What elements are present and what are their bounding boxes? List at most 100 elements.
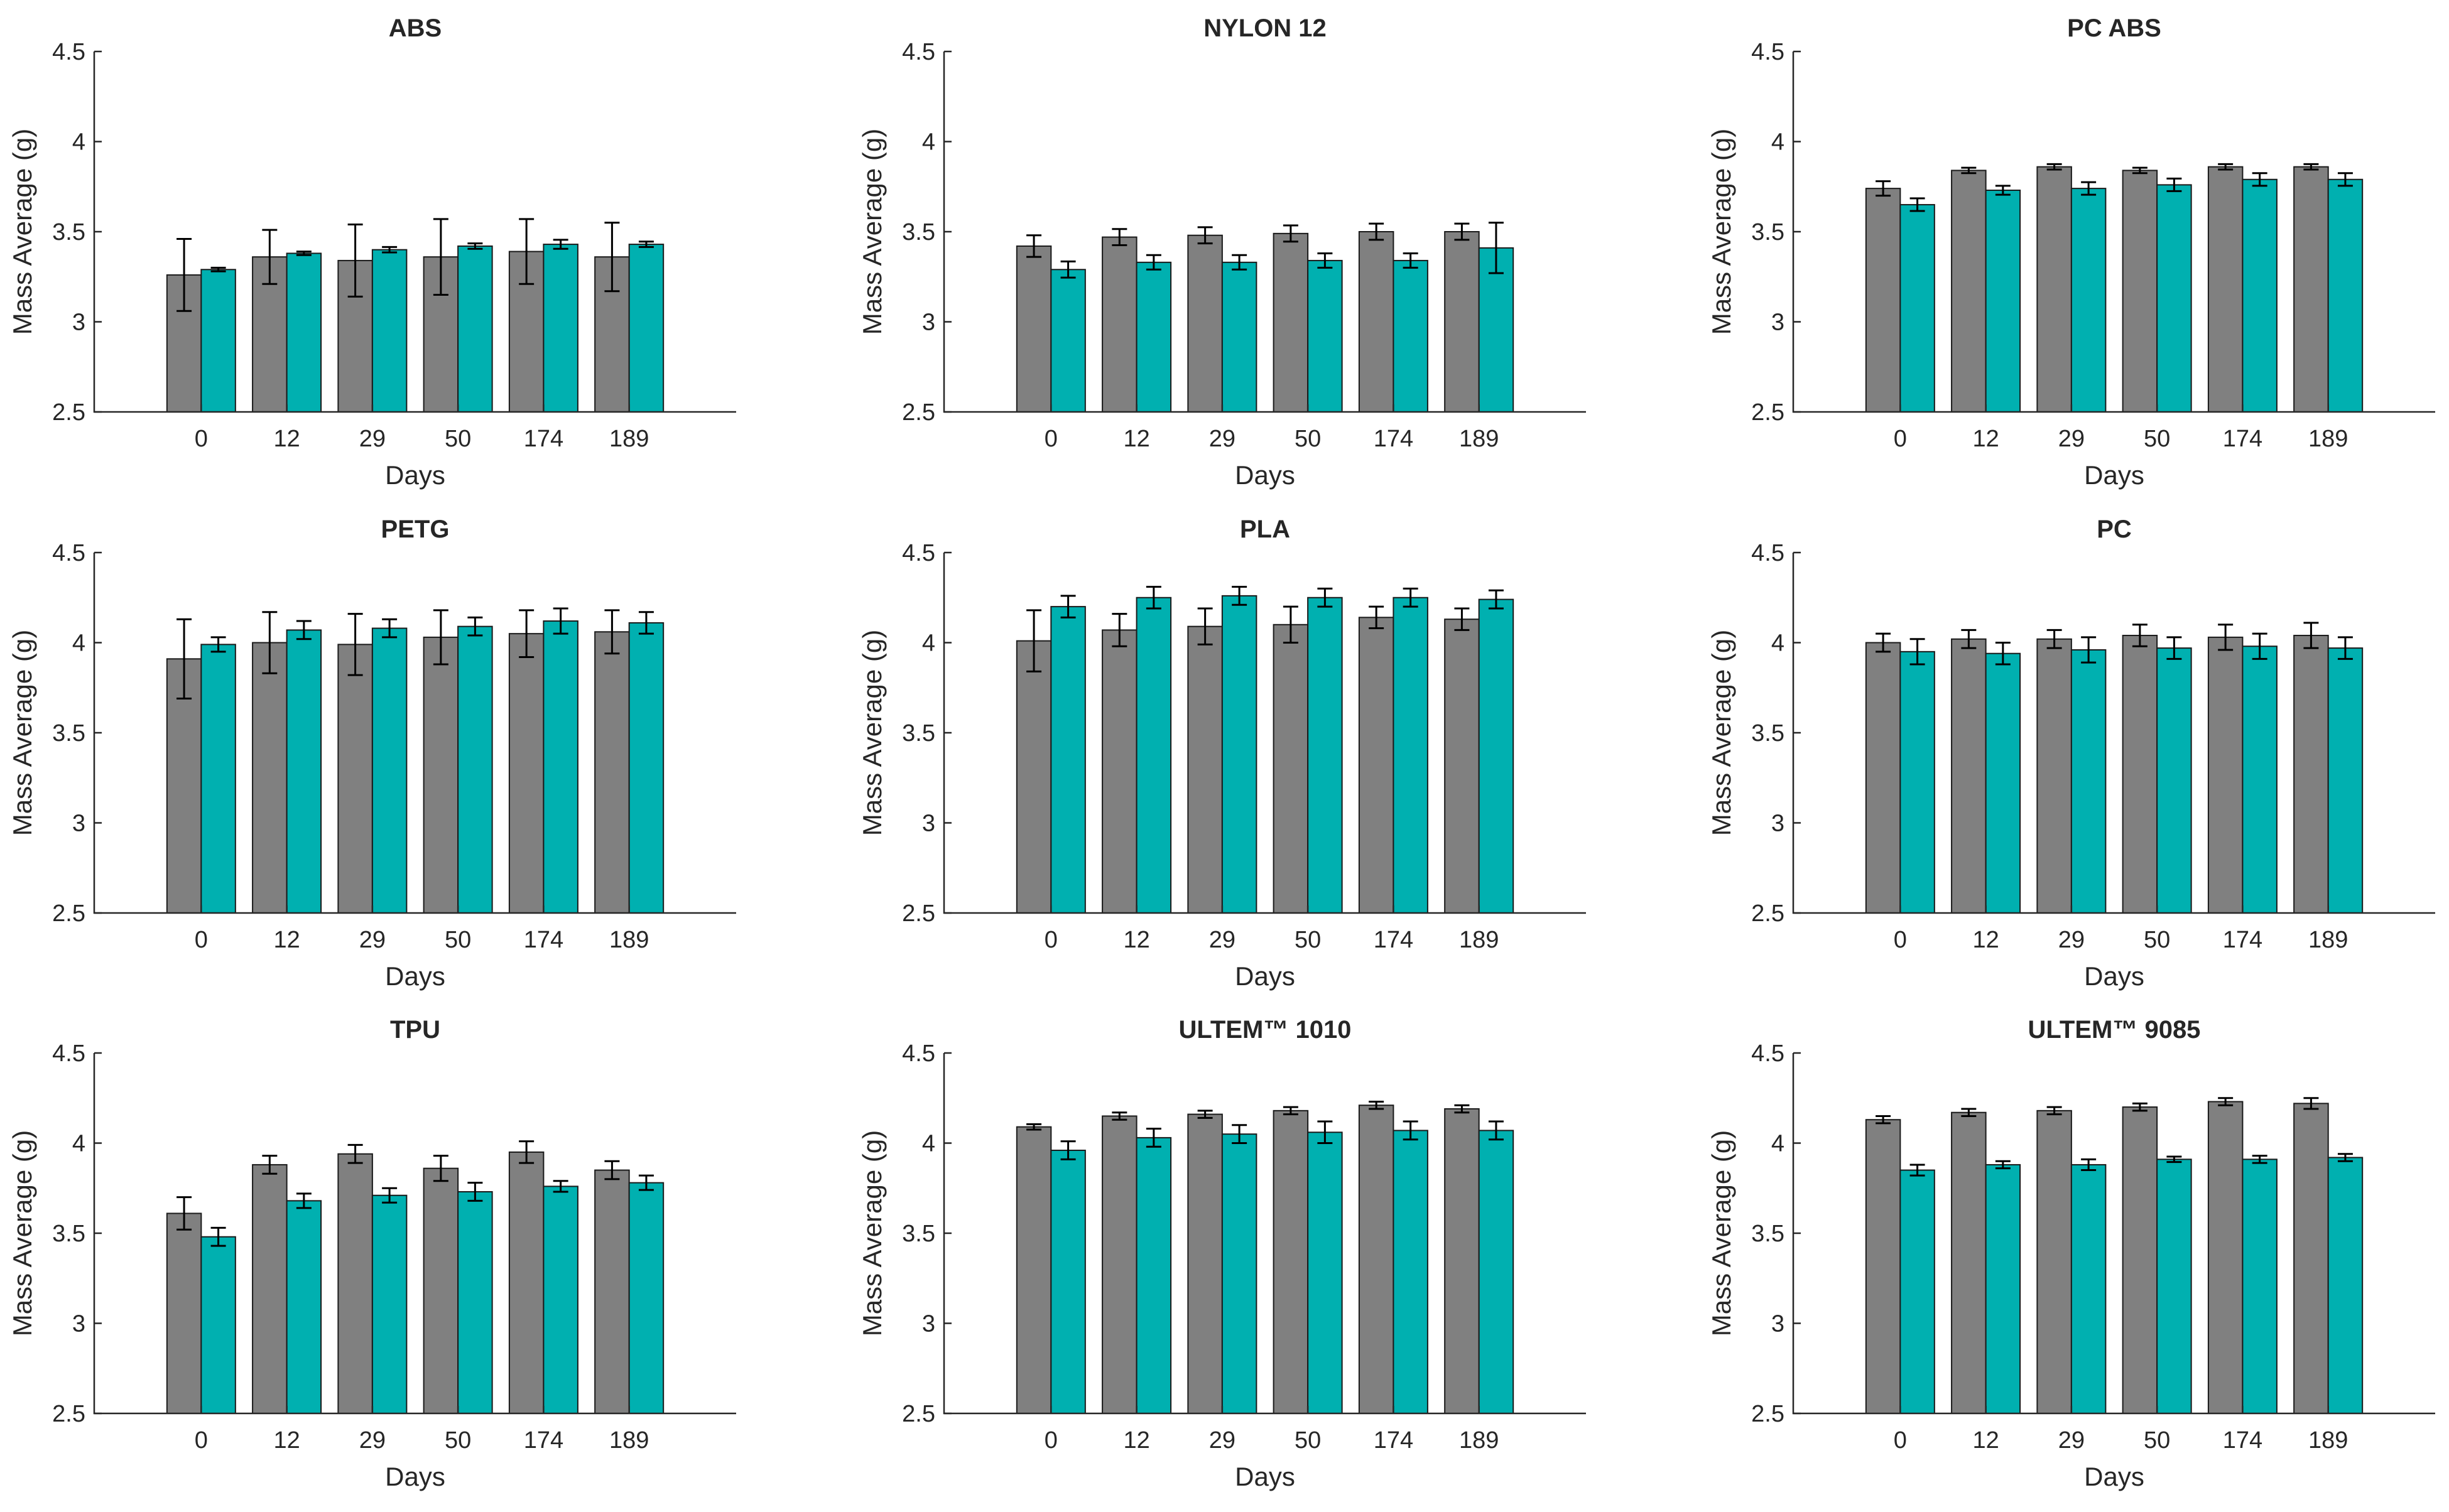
bar-pc-abs-day-12-series-2 bbox=[1985, 189, 2021, 413]
errorbar-ultem-9085-day-189-series-1 bbox=[2303, 1097, 2319, 1110]
errorbar-pc-abs-day-29-series-2 bbox=[2081, 181, 2097, 196]
errorbar-petg-day-0-series-1 bbox=[176, 618, 192, 699]
errorbar-ultem-1010-day-12-series-1 bbox=[1112, 1111, 1127, 1121]
panel-title-ultem-1010: ULTEM™ 1010 bbox=[1179, 1016, 1352, 1044]
panel-title-pc-abs: PC ABS bbox=[2067, 14, 2161, 42]
bar-nylon-12-day-0-series-2 bbox=[1050, 269, 1086, 413]
errorbar-pla-day-12-series-1 bbox=[1112, 613, 1127, 647]
errorbar-ultem-9085-day-0-series-2 bbox=[1909, 1164, 1925, 1177]
xtick-label-abs: 0 bbox=[195, 426, 208, 452]
bar-pc-day-0-series-1 bbox=[1865, 642, 1901, 914]
bar-pc-abs-day-29-series-1 bbox=[2036, 166, 2072, 413]
bar-ultem-1010-day-0-series-1 bbox=[1016, 1126, 1052, 1415]
errorbar-pc-abs-day-189-series-1 bbox=[2303, 163, 2319, 171]
xtick-label-nylon-12: 29 bbox=[1209, 426, 1235, 452]
bar-ultem-1010-day-0-series-2 bbox=[1050, 1149, 1086, 1414]
bar-pc-day-174-series-1 bbox=[2207, 636, 2244, 914]
panel-title-ultem-9085: ULTEM™ 9085 bbox=[2028, 1016, 2201, 1044]
bar-tpu-day-189-series-1 bbox=[594, 1169, 630, 1415]
errorbar-abs-day-50-series-1 bbox=[433, 218, 448, 296]
errorbar-pla-day-12-series-2 bbox=[1146, 586, 1161, 610]
errorbar-pc-abs-day-12-series-1 bbox=[1961, 166, 1977, 175]
bar-nylon-12-day-174-series-2 bbox=[1393, 259, 1428, 413]
ylabel-ultem-9085: Mass Average (g) bbox=[1707, 1130, 1736, 1336]
errorbar-pc-abs-day-50-series-2 bbox=[2166, 177, 2182, 192]
bar-pc-day-50-series-1 bbox=[2122, 635, 2158, 914]
errorbar-petg-day-50-series-2 bbox=[467, 616, 483, 637]
bar-petg-day-50-series-1 bbox=[423, 636, 459, 914]
bar-nylon-12-day-50-series-2 bbox=[1307, 259, 1343, 413]
errorbar-pc-day-0-series-2 bbox=[1909, 638, 1925, 666]
errorbar-ultem-1010-day-50-series-2 bbox=[1317, 1120, 1333, 1144]
xlabel-nylon-12: Days bbox=[1235, 460, 1295, 490]
xtick-label-pc: 12 bbox=[1972, 927, 1999, 953]
xlabel-tpu: Days bbox=[385, 1462, 445, 1491]
ytick-label-abs: 4 bbox=[72, 129, 85, 156]
panel-nylon-12: 2.5 3 3.5 4 4.5 0 12 29 50 174 189 NYLON 12 Days Mass… bbox=[857, 14, 1586, 490]
xtick-label-ultem-1010: 12 bbox=[1123, 1427, 1149, 1454]
ytick-label-ultem-9085: 3 bbox=[1771, 1311, 1784, 1337]
ytick-label-pla: 3.5 bbox=[902, 720, 935, 747]
bar-nylon-12-day-29-series-1 bbox=[1187, 234, 1223, 413]
bar-tpu-day-189-series-2 bbox=[628, 1182, 665, 1414]
errorbar-pc-day-50-series-2 bbox=[2166, 636, 2182, 660]
xlabel-pc: Days bbox=[2084, 961, 2144, 991]
errorbar-tpu-day-174-series-1 bbox=[519, 1140, 535, 1164]
bar-pc-day-12-series-1 bbox=[1951, 638, 1987, 914]
ytick-label-pla: 2.5 bbox=[902, 900, 935, 927]
bar-pc-abs-day-174-series-2 bbox=[2242, 178, 2278, 413]
bar-tpu-day-29-series-2 bbox=[371, 1194, 408, 1414]
ytick-label-pc: 3.5 bbox=[1751, 720, 1784, 747]
ytick-label-tpu: 4 bbox=[72, 1131, 85, 1157]
xtick-label-pc: 0 bbox=[1894, 927, 1907, 953]
errorbar-petg-day-29-series-2 bbox=[382, 618, 398, 639]
xtick-label-tpu: 0 bbox=[195, 1427, 208, 1454]
ytick-label-pc: 4.5 bbox=[1751, 540, 1784, 566]
ytick-label-tpu: 2.5 bbox=[52, 1401, 85, 1427]
ytick-label-ultem-9085: 2.5 bbox=[1751, 1401, 1784, 1427]
bar-nylon-12-day-29-series-2 bbox=[1221, 261, 1257, 413]
bar-pc-abs-day-12-series-1 bbox=[1951, 170, 1987, 413]
bar-ultem-9085-day-174-series-1 bbox=[2207, 1101, 2244, 1414]
xtick-label-tpu: 12 bbox=[273, 1427, 300, 1454]
errorbar-petg-day-12-series-2 bbox=[296, 620, 312, 640]
bar-nylon-12-day-12-series-2 bbox=[1136, 261, 1172, 413]
xtick-label-pc-abs: 0 bbox=[1894, 426, 1907, 452]
panel-ultem-9085: 2.5 3 3.5 4 4.5 0 12 29 50 174 189 ULTEM™ 9085 Days M… bbox=[1707, 1016, 2435, 1491]
errorbar-tpu-day-50-series-2 bbox=[467, 1182, 483, 1202]
bar-ultem-9085-day-29-series-1 bbox=[2036, 1110, 2072, 1414]
panel-title-petg: PETG bbox=[381, 516, 450, 543]
bar-pc-day-189-series-2 bbox=[2327, 647, 2364, 914]
ytick-label-ultem-9085: 3.5 bbox=[1751, 1221, 1784, 1247]
xtick-label-abs: 29 bbox=[359, 426, 386, 452]
bar-nylon-12-day-189-series-1 bbox=[1444, 231, 1480, 413]
errorbar-abs-day-189-series-2 bbox=[638, 240, 654, 248]
bar-pla-day-189-series-2 bbox=[1478, 598, 1514, 914]
bar-tpu-day-50-series-2 bbox=[457, 1191, 493, 1414]
errorbar-nylon-12-day-0-series-1 bbox=[1026, 234, 1042, 258]
ytick-label-tpu: 4.5 bbox=[52, 1040, 85, 1067]
errorbar-nylon-12-day-189-series-1 bbox=[1454, 222, 1470, 241]
errorbar-ultem-1010-day-0-series-1 bbox=[1026, 1123, 1042, 1131]
errorbar-pc-day-189-series-1 bbox=[2303, 622, 2319, 649]
errorbar-abs-day-174-series-1 bbox=[519, 218, 535, 285]
bar-nylon-12-day-50-series-1 bbox=[1273, 232, 1309, 413]
errorbar-abs-day-0-series-2 bbox=[210, 266, 226, 273]
bar-ultem-9085-day-12-series-2 bbox=[1985, 1164, 2021, 1414]
bar-petg-day-174-series-2 bbox=[543, 620, 578, 914]
errorbar-pc-abs-day-50-series-1 bbox=[2132, 166, 2148, 175]
xtick-label-abs: 174 bbox=[524, 426, 563, 452]
errorbar-nylon-12-day-0-series-2 bbox=[1060, 260, 1076, 279]
xtick-label-petg: 0 bbox=[195, 927, 208, 953]
xlabel-pc-abs: Days bbox=[2084, 460, 2144, 490]
errorbar-tpu-day-12-series-1 bbox=[262, 1155, 278, 1175]
errorbar-tpu-day-0-series-2 bbox=[210, 1226, 226, 1247]
xtick-label-petg: 12 bbox=[273, 927, 300, 953]
ytick-label-ultem-1010: 4.5 bbox=[902, 1040, 935, 1067]
bar-ultem-9085-day-29-series-2 bbox=[2070, 1164, 2107, 1414]
errorbar-pla-day-0-series-2 bbox=[1060, 595, 1076, 618]
xtick-label-pc: 50 bbox=[2144, 927, 2170, 953]
bar-petg-day-189-series-2 bbox=[628, 622, 665, 914]
xlabel-ultem-9085: Days bbox=[2084, 1462, 2144, 1491]
